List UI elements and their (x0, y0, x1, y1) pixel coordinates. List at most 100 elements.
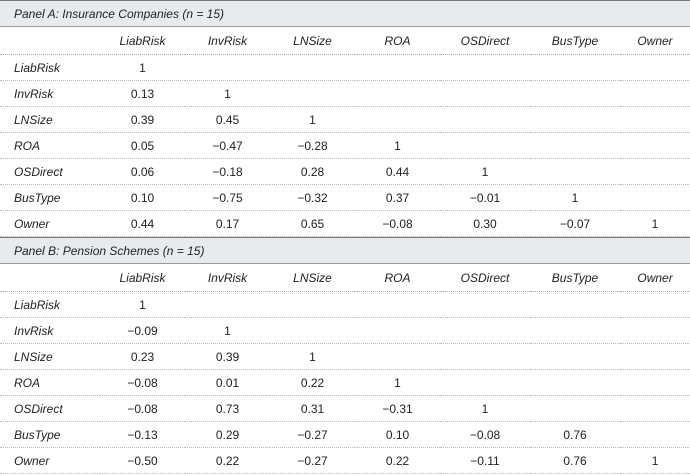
header-row: LiabRisk InvRisk LNSize ROA OSDirect BusType O… (0, 26, 690, 55)
correlation-cell: −0.07 (530, 210, 620, 237)
panel-title-row: Panel A: Insurance Companies (n = 15) (0, 0, 690, 27)
correlation-cell: 0.30 (440, 210, 530, 237)
data-row: InvRisk −0.09 1 (0, 317, 690, 344)
empty-cell (440, 54, 530, 81)
column-header: LNSize (270, 263, 355, 292)
correlation-cell: −0.09 (100, 317, 185, 344)
empty-cell (620, 132, 690, 159)
column-header: Owner (620, 263, 690, 292)
row-label: OSDirect (0, 158, 100, 185)
correlation-cell: 0.37 (355, 184, 440, 211)
empty-cell (530, 132, 620, 159)
correlation-cell: 1 (185, 317, 270, 344)
empty-cell (440, 317, 530, 344)
correlation-cell: 1 (530, 184, 620, 211)
correlation-cell: −0.50 (100, 447, 185, 474)
correlation-cell: 0.29 (185, 421, 270, 448)
empty-cell (530, 291, 620, 318)
correlation-cell: 1 (355, 132, 440, 159)
correlation-cell: 0.10 (355, 421, 440, 448)
column-header: ROA (355, 26, 440, 55)
panel-title: Panel B: Pension Schemes (n = 15) (0, 237, 690, 264)
correlation-cell: 1 (270, 343, 355, 370)
empty-cell (270, 80, 355, 107)
empty-cell (530, 317, 620, 344)
column-header: LiabRisk (100, 263, 185, 292)
column-header: BusType (530, 263, 620, 292)
data-row: ROA −0.08 0.01 0.22 1 (0, 369, 690, 396)
correlation-cell: −0.08 (100, 395, 185, 422)
correlation-cell: 0.10 (100, 184, 185, 211)
correlation-cell: −0.32 (270, 184, 355, 211)
correlation-cell: 0.76 (530, 447, 620, 474)
data-row: LiabRisk 1 (0, 291, 690, 318)
data-row: LNSize 0.23 0.39 1 (0, 343, 690, 370)
blank-cell (0, 26, 100, 55)
row-label: BusType (0, 421, 100, 448)
data-row: BusType 0.10 −0.75 −0.32 0.37 −0.01 1 (0, 184, 690, 211)
empty-cell (270, 54, 355, 81)
empty-cell (620, 106, 690, 133)
row-label: BusType (0, 184, 100, 211)
data-row: ROA 0.05 −0.47 −0.28 1 (0, 132, 690, 159)
empty-cell (530, 106, 620, 133)
correlation-cell: −0.18 (185, 158, 270, 185)
column-header: LiabRisk (100, 26, 185, 55)
empty-cell (620, 54, 690, 81)
empty-cell (440, 369, 530, 396)
panel-table: Panel A: Insurance Companies (n = 15) Lia… (0, 0, 690, 237)
correlation-cell: 0.22 (355, 447, 440, 474)
data-row: LiabRisk 1 (0, 54, 690, 81)
empty-cell (440, 132, 530, 159)
column-header: OSDirect (440, 263, 530, 292)
row-label: LNSize (0, 343, 100, 370)
column-header: ROA (355, 263, 440, 292)
correlation-cell: 1 (355, 369, 440, 396)
blank-cell (0, 263, 100, 292)
empty-cell (620, 291, 690, 318)
data-row: InvRisk 0.13 1 (0, 80, 690, 107)
panel-title: Panel A: Insurance Companies (n = 15) (0, 0, 690, 27)
correlation-cell: 0.65 (270, 210, 355, 237)
row-label: Owner (0, 447, 100, 474)
correlation-cell: 0.17 (185, 210, 270, 237)
row-label: ROA (0, 369, 100, 396)
empty-cell (620, 80, 690, 107)
row-label: Owner (0, 210, 100, 237)
row-label: ROA (0, 132, 100, 159)
empty-cell (530, 343, 620, 370)
empty-cell (440, 291, 530, 318)
correlation-cell: −0.27 (270, 447, 355, 474)
empty-cell (355, 106, 440, 133)
correlation-cell: 0.06 (100, 158, 185, 185)
correlation-cell: 1 (620, 210, 690, 237)
empty-cell (355, 317, 440, 344)
correlation-cell: 1 (440, 395, 530, 422)
correlation-cell: −0.27 (270, 421, 355, 448)
data-row: OSDirect −0.08 0.73 0.31 −0.31 1 (0, 395, 690, 422)
empty-cell (530, 54, 620, 81)
correlation-cell: −0.28 (270, 132, 355, 159)
empty-cell (355, 54, 440, 81)
correlation-cell: 0.39 (185, 343, 270, 370)
data-row: Owner 0.44 0.17 0.65 −0.08 0.30 −0.07 1 (0, 210, 690, 237)
empty-cell (440, 343, 530, 370)
correlation-cell: 0.13 (100, 80, 185, 107)
header-row: LiabRisk InvRisk LNSize ROA OSDirect BusType O… (0, 263, 690, 292)
data-row: Owner −0.50 0.22 −0.27 0.22 −0.11 0.76 1 (0, 447, 690, 474)
correlation-cell: −0.08 (100, 369, 185, 396)
empty-cell (620, 421, 690, 448)
correlation-cell: −0.13 (100, 421, 185, 448)
panel-title-row: Panel B: Pension Schemes (n = 15) (0, 237, 690, 264)
correlation-cell: 0.76 (530, 421, 620, 448)
empty-cell (620, 343, 690, 370)
correlation-cell: 0.23 (100, 343, 185, 370)
data-row: OSDirect 0.06 −0.18 0.28 0.44 1 (0, 158, 690, 185)
correlation-cell: −0.01 (440, 184, 530, 211)
column-header: InvRisk (185, 263, 270, 292)
correlation-cell: 1 (100, 54, 185, 81)
correlation-cell: 1 (185, 80, 270, 107)
correlation-cell: 0.31 (270, 395, 355, 422)
